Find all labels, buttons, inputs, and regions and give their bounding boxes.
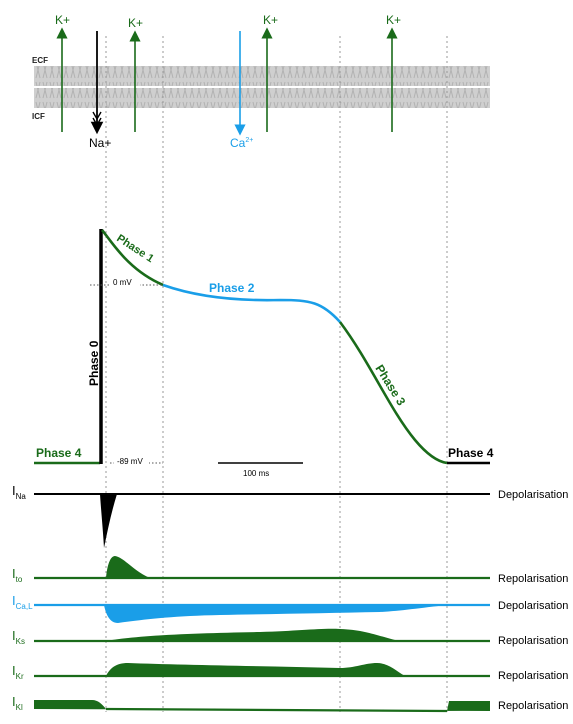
phase-0-label: Phase 0	[87, 340, 101, 386]
phase-4-left-label: Phase 4	[36, 446, 82, 460]
ikl-effect-label: Repolarisation	[498, 700, 568, 712]
ical-current-trace	[104, 605, 447, 623]
time-scale-label: 100 ms	[243, 469, 269, 478]
ina-effect-label: Depolarisation	[498, 489, 568, 501]
action-potential-trace	[34, 229, 490, 465]
zero-mv-label: 0 mV	[113, 278, 132, 287]
phase-1-label: Phase 1	[114, 232, 155, 265]
icf-label: ICF	[32, 112, 45, 121]
ical-label: ICa,L	[12, 593, 33, 611]
iks-current-trace	[106, 628, 460, 642]
ca-label: Ca2+	[230, 136, 253, 150]
phase-3-segment	[338, 321, 448, 465]
ina-current-trace	[100, 494, 117, 548]
iks-label: IKs	[12, 628, 25, 646]
phase-2-label: Phase 2	[209, 281, 255, 295]
phase-1-segment	[101, 229, 164, 287]
ina-label: INa	[12, 483, 26, 501]
na-label: Na+	[89, 136, 111, 150]
na-influx-arrowheads	[92, 111, 102, 127]
ikr-label: IKr	[12, 663, 24, 681]
k-label-4: K+	[386, 13, 401, 27]
ikl-label: IKl	[12, 694, 23, 712]
ito-current-trace	[106, 556, 150, 578]
ecf-label: ECF	[32, 56, 48, 65]
iks-effect-label: Repolarisation	[498, 635, 568, 647]
ito-label: Ito	[12, 566, 23, 584]
k-label-3: K+	[263, 13, 278, 27]
ikr-current-trace	[106, 663, 447, 677]
cell-membrane	[34, 66, 490, 108]
ical-effect-label: Depolarisation	[498, 600, 568, 612]
ikl-current-trace	[34, 700, 490, 711]
k-label-2: K+	[128, 16, 143, 30]
ikr-effect-label: Repolarisation	[498, 670, 568, 682]
phase-2-segment	[162, 283, 341, 323]
k-label-1: K+	[55, 13, 70, 27]
ito-effect-label: Repolarisation	[498, 573, 568, 585]
rest-mv-label: -89 mV	[117, 457, 143, 466]
phase-4-right-label: Phase 4	[448, 446, 494, 460]
